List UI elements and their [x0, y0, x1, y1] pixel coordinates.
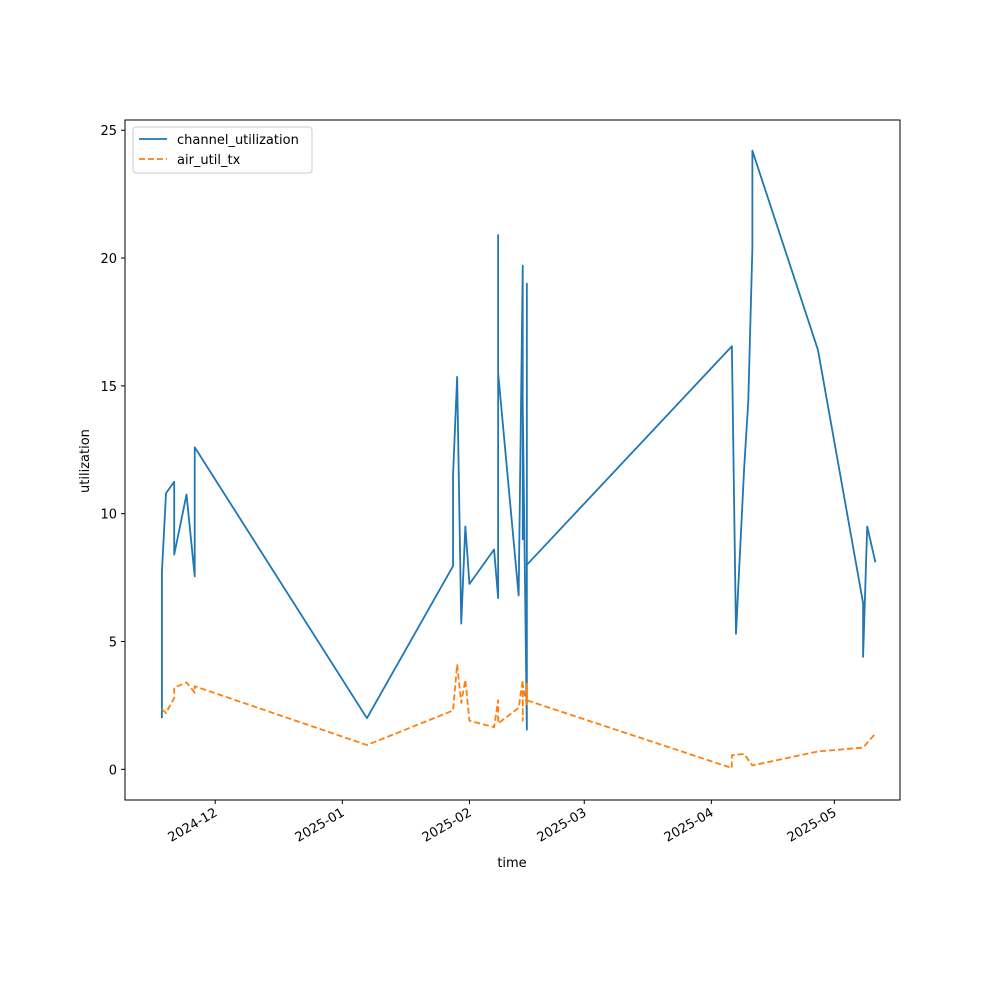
- y-axis: 0 5 10 15 20 25: [100, 124, 125, 778]
- series-line-air-util-tx: [161, 663, 877, 769]
- x-axis: 2024-12 2025-01 2025-02 2025-03 2025-04 2025-…: [166, 800, 840, 846]
- y-tick-label: 10: [100, 508, 117, 523]
- x-tick-label: 2025-04: [662, 805, 717, 845]
- plot-frame: [124, 119, 901, 801]
- x-tick-label: 2025-05: [785, 805, 840, 845]
- y-axis-label: utilization: [78, 429, 93, 493]
- y-tick-label: 15: [100, 380, 117, 395]
- plot-content: [160, 149, 877, 769]
- x-tick-label: 2025-01: [293, 805, 348, 845]
- x-tick-label: 2024-12: [166, 805, 221, 845]
- x-tick-label: 2025-03: [535, 805, 590, 845]
- legend-box: [132, 126, 313, 174]
- legend-label: air_util_tx: [177, 153, 241, 168]
- series-line-channel-utilization: [160, 149, 877, 731]
- x-axis-label: time: [497, 856, 526, 871]
- legend-label: channel_utilization: [177, 133, 299, 148]
- y-tick-label: 20: [100, 252, 117, 267]
- legend: channel_utilization air_util_tx: [132, 126, 313, 174]
- y-tick-label: 0: [109, 763, 117, 778]
- y-tick-label: 5: [109, 636, 117, 651]
- x-tick-label: 2025-02: [420, 805, 475, 845]
- y-tick-label: 25: [100, 124, 117, 139]
